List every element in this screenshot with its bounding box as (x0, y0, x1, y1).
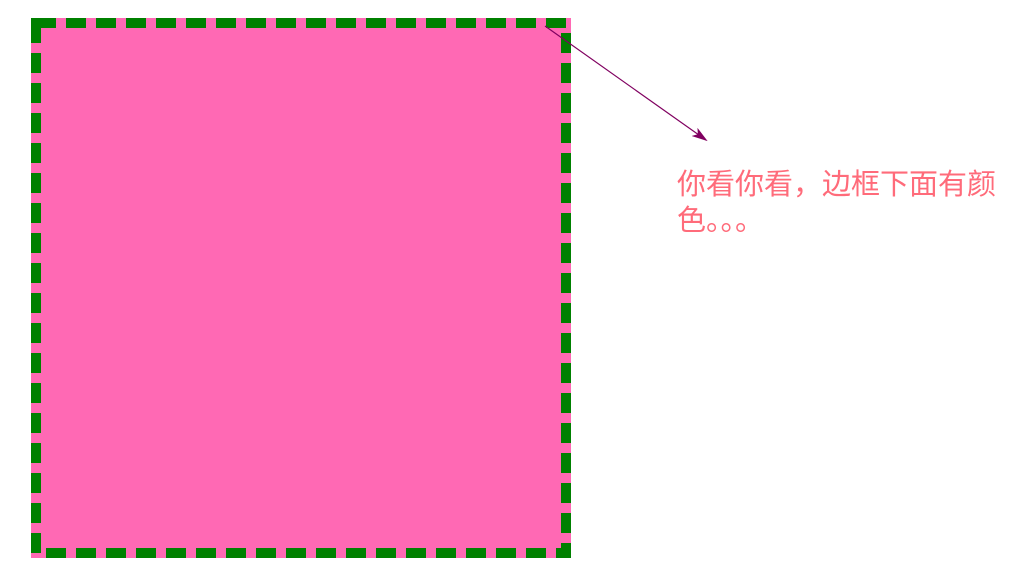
green-dashed-border (31, 18, 571, 558)
box-graphic (31, 18, 571, 558)
annotation-text: 你看你看，边框下面有颜色。。。 (677, 167, 997, 237)
pink-fill (31, 18, 571, 558)
dashed-border-box (31, 18, 571, 558)
